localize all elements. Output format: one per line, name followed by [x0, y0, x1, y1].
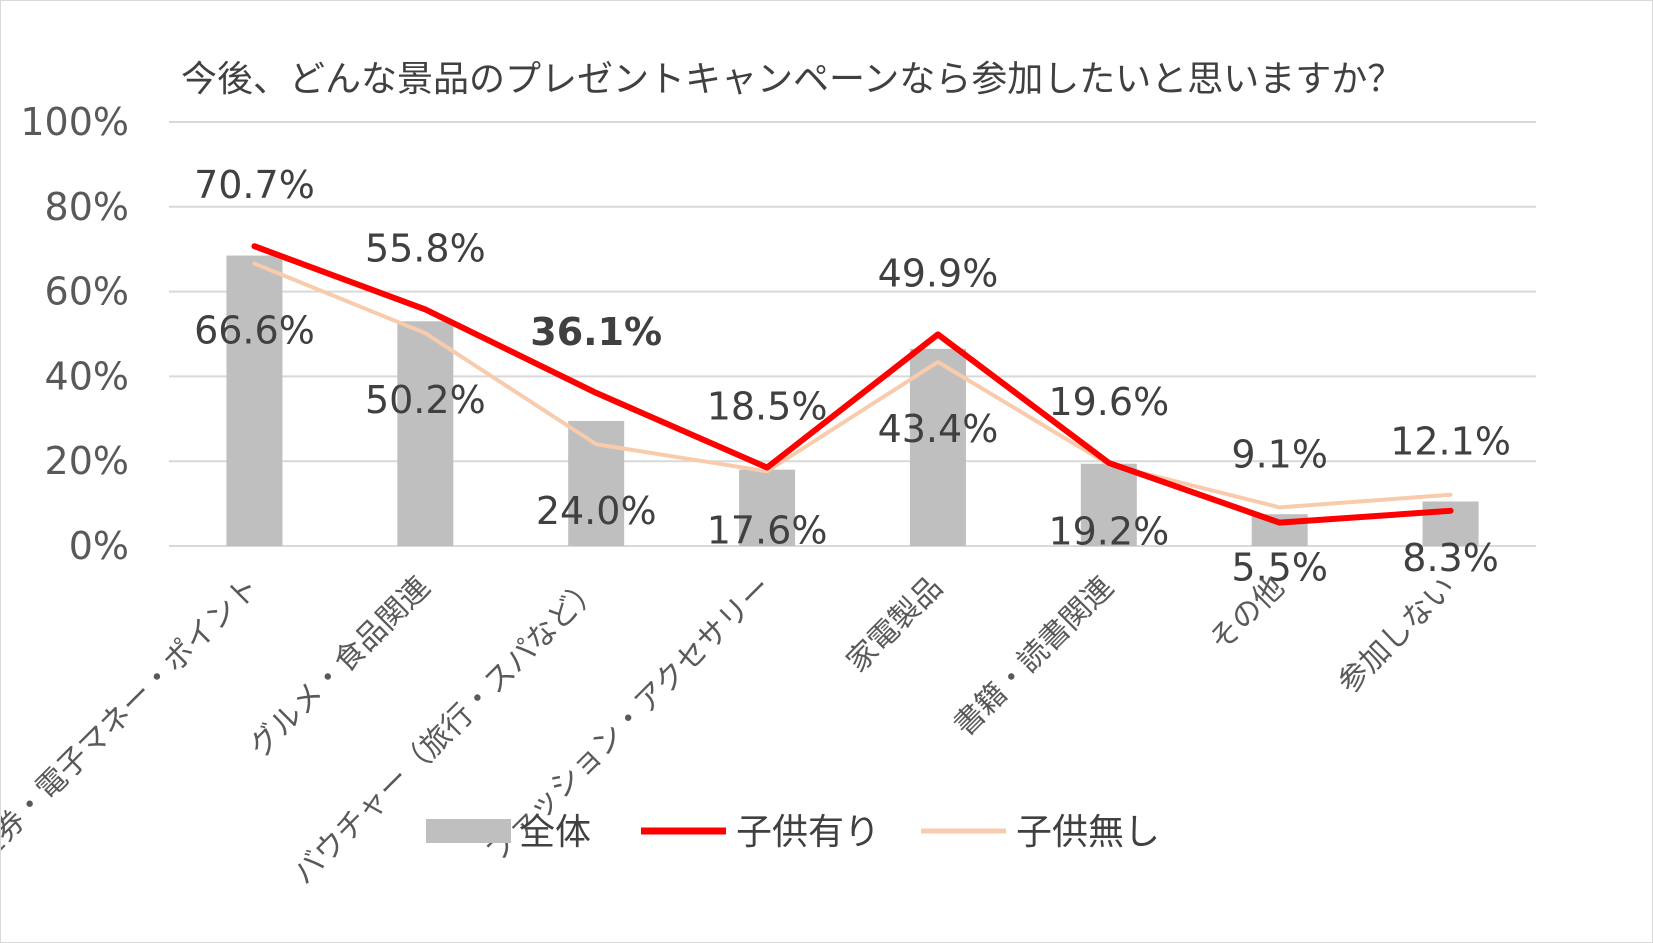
category-label: 書籍・読書関連 — [947, 570, 1120, 743]
chart-title: 今後、どんな景品のプレゼントキャンペーンなら参加したいと思いますか？ — [181, 59, 1403, 100]
data-label-with-children: 36.1% — [530, 310, 662, 354]
data-label-with-children: 8.3% — [1402, 536, 1499, 580]
series-line-no-children — [252, 261, 1453, 510]
category-label: 金券・電子マネー・ポイント — [1, 570, 266, 871]
bar — [568, 420, 625, 546]
bar-layer — [226, 255, 1479, 546]
data-label-no-children: 9.1% — [1231, 432, 1328, 476]
legend: 全体 子供有り 子供無し — [426, 812, 1160, 853]
bar — [909, 348, 966, 546]
label-layer: 70.7% 55.8% 36.1% 18.5% 49.9% 19.6% 5.5% 8.3% 66… — [194, 163, 1511, 589]
grid-layer: 0% 20% 40% 60% 80% 100% — [20, 100, 1536, 568]
y-tick-label: 80% — [45, 185, 129, 229]
legend-label: 全体 — [519, 812, 591, 853]
bar — [739, 469, 796, 546]
bar — [1080, 463, 1137, 546]
y-tick-label: 40% — [45, 354, 129, 398]
y-tick-label: 60% — [45, 270, 129, 314]
legend-swatch-bar — [426, 819, 511, 843]
data-label-no-children: 17.6% — [707, 508, 828, 552]
y-tick-label: 20% — [45, 439, 129, 483]
category-label-layer: 金券・電子マネー・ポイントグルメ・食品関連バウチャー（旅行・スパなど）ファッショ… — [1, 570, 1462, 892]
data-label-with-children: 18.5% — [707, 385, 828, 429]
data-label-with-children: 19.6% — [1048, 380, 1169, 424]
data-label-no-children: 24.0% — [536, 489, 657, 533]
category-label: 家電製品 — [840, 570, 950, 680]
category-label: 参加しない — [1331, 570, 1462, 701]
data-label-no-children: 66.6% — [194, 309, 315, 353]
data-label-no-children: 12.1% — [1390, 420, 1511, 464]
bar — [397, 321, 454, 546]
data-label-with-children: 49.9% — [878, 251, 999, 295]
bar — [226, 255, 283, 546]
line-layer — [251, 243, 1454, 526]
legend-label: 子供有り — [736, 812, 880, 853]
data-label-no-children: 50.2% — [365, 378, 486, 422]
data-label-no-children: 19.2% — [1048, 510, 1169, 554]
data-label-no-children: 43.4% — [878, 407, 999, 451]
y-tick-label: 0% — [69, 524, 129, 568]
legend-label: 子供無し — [1016, 812, 1160, 853]
data-label-with-children: 55.8% — [365, 226, 486, 270]
series-line-with-children — [251, 243, 1454, 526]
category-label: グルメ・食品関連 — [243, 570, 437, 764]
data-label-with-children: 5.5% — [1231, 546, 1328, 590]
y-tick-label: 100% — [20, 100, 129, 144]
data-label-with-children: 70.7% — [194, 163, 315, 207]
